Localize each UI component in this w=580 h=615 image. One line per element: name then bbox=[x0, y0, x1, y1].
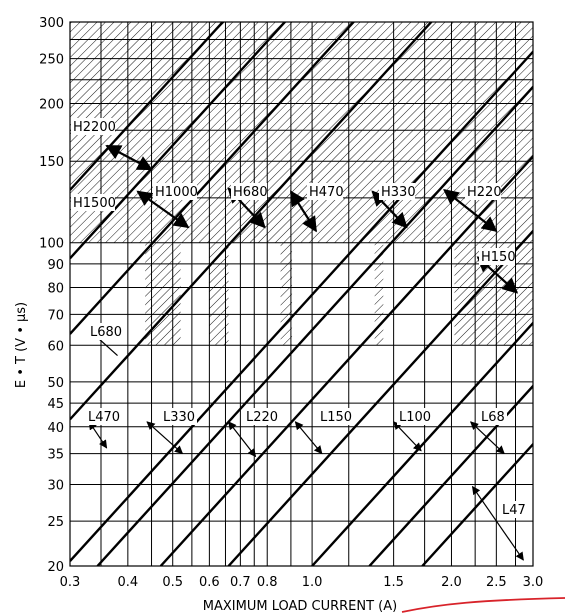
region-pointer bbox=[228, 421, 257, 458]
region-labels: H2200 H1500 H1000 H680 H470 H330 H220 H150 L680 L… bbox=[71, 118, 528, 518]
hatch-band-partial bbox=[374, 242, 384, 346]
x-tick-label: 1.0 bbox=[302, 575, 323, 590]
x-tick-label: 0.8 bbox=[257, 575, 278, 590]
region-label-bg bbox=[86, 408, 122, 425]
y-tick-label: 70 bbox=[47, 308, 64, 323]
region-pointer bbox=[146, 421, 184, 455]
region-label: L47 bbox=[502, 503, 526, 518]
region-pointer bbox=[471, 485, 524, 561]
region-label-bg bbox=[397, 408, 433, 425]
region-pointer bbox=[136, 190, 190, 229]
region-label: L150 bbox=[320, 410, 352, 425]
y-tick-label: 200 bbox=[39, 97, 64, 112]
region-label: H1500 bbox=[73, 196, 116, 211]
region-label-bg bbox=[231, 183, 267, 200]
x-tick-label: 2.5 bbox=[486, 575, 507, 590]
region-pointer bbox=[470, 421, 505, 455]
x-tick-label: 0.6 bbox=[199, 575, 220, 590]
x-tick-label: 0.3 bbox=[60, 575, 81, 590]
y-tick-label: 35 bbox=[47, 448, 64, 463]
y-tick-label: 45 bbox=[47, 397, 64, 412]
boundary-line bbox=[70, 22, 433, 421]
region-label: H330 bbox=[381, 185, 416, 200]
region-pointer bbox=[294, 421, 323, 455]
region-label-bg bbox=[465, 183, 501, 200]
region-pointer bbox=[371, 190, 408, 229]
boundary-line bbox=[70, 22, 356, 335]
region-label-bg bbox=[479, 408, 507, 425]
region-label: L68 bbox=[481, 410, 505, 425]
region-label-bg bbox=[500, 501, 528, 518]
region-pointer bbox=[105, 144, 153, 171]
region-label: H220 bbox=[467, 185, 502, 200]
region-label-bg bbox=[153, 183, 197, 200]
boundary-line bbox=[159, 154, 533, 566]
plot-frame bbox=[69, 21, 534, 567]
boundary-line bbox=[70, 22, 225, 191]
region-label: L330 bbox=[163, 410, 195, 425]
y-tick-label: 50 bbox=[47, 376, 64, 391]
region-label-bg bbox=[318, 408, 354, 425]
y-tick-label: 30 bbox=[47, 479, 64, 494]
region-label: H1000 bbox=[155, 185, 198, 200]
y-tick-label: 40 bbox=[47, 421, 64, 436]
region-pointer bbox=[88, 421, 108, 449]
y-tick-label: 60 bbox=[47, 339, 64, 354]
region-label: L220 bbox=[246, 410, 278, 425]
y-tick-label: 300 bbox=[39, 16, 64, 31]
region-label-bg bbox=[71, 194, 115, 211]
boundary-line bbox=[227, 229, 533, 566]
region-pointer bbox=[393, 421, 422, 452]
hatch-band-partial bbox=[280, 242, 293, 346]
boundary-line bbox=[96, 85, 533, 566]
y-axis-title: E • T (V • µs) bbox=[14, 302, 29, 388]
region-label-bg bbox=[88, 323, 124, 340]
region-label: L100 bbox=[399, 410, 431, 425]
x-axis-ticks: 0.3 0.4 0.5 0.6 0.7 0.8 1.0 1.5 2.0 2.5 3.0 bbox=[60, 575, 544, 590]
x-tick-label: 0.7 bbox=[230, 575, 251, 590]
y-tick-label: 150 bbox=[39, 155, 64, 170]
y-axis-ticks: 20 25 30 35 40 45 50 60 70 80 90 100 150 200 250 300 bbox=[39, 16, 64, 575]
region-label-bg bbox=[244, 408, 280, 425]
region-label: H470 bbox=[309, 185, 344, 200]
y-tick-label: 90 bbox=[47, 258, 64, 273]
region-label-bg bbox=[479, 248, 515, 265]
region-label: H150 bbox=[481, 250, 516, 265]
region-label-bg bbox=[379, 183, 415, 200]
boundary-line bbox=[311, 321, 533, 566]
y-tick-label: 25 bbox=[47, 515, 64, 530]
region-label-bg bbox=[71, 118, 115, 135]
region-label: H2200 bbox=[73, 120, 116, 135]
x-tick-label: 0.5 bbox=[162, 575, 183, 590]
y-tick-label: 250 bbox=[39, 53, 64, 68]
y-tick-label: 20 bbox=[47, 560, 64, 575]
region-label: L680 bbox=[90, 325, 122, 340]
boundary-line bbox=[70, 22, 287, 260]
region-label: L470 bbox=[88, 410, 120, 425]
red-pen-scribble bbox=[401, 597, 566, 613]
x-axis-title: MAXIMUM LOAD CURRENT (A) bbox=[203, 599, 397, 614]
region-pointer bbox=[443, 189, 498, 232]
region-label-bg bbox=[307, 183, 343, 200]
region-label-bg bbox=[161, 408, 197, 425]
y-tick-label: 80 bbox=[47, 282, 64, 297]
hatch-band-partial bbox=[209, 242, 229, 346]
x-tick-label: 1.5 bbox=[383, 575, 404, 590]
x-tick-label: 2.0 bbox=[441, 575, 462, 590]
y-tick-label: 100 bbox=[39, 237, 64, 252]
x-tick-label: 0.4 bbox=[118, 575, 139, 590]
region-label: H680 bbox=[233, 185, 268, 200]
boundary-line bbox=[70, 49, 533, 562]
x-tick-label: 3.0 bbox=[523, 575, 544, 590]
region-pointer bbox=[289, 190, 318, 233]
